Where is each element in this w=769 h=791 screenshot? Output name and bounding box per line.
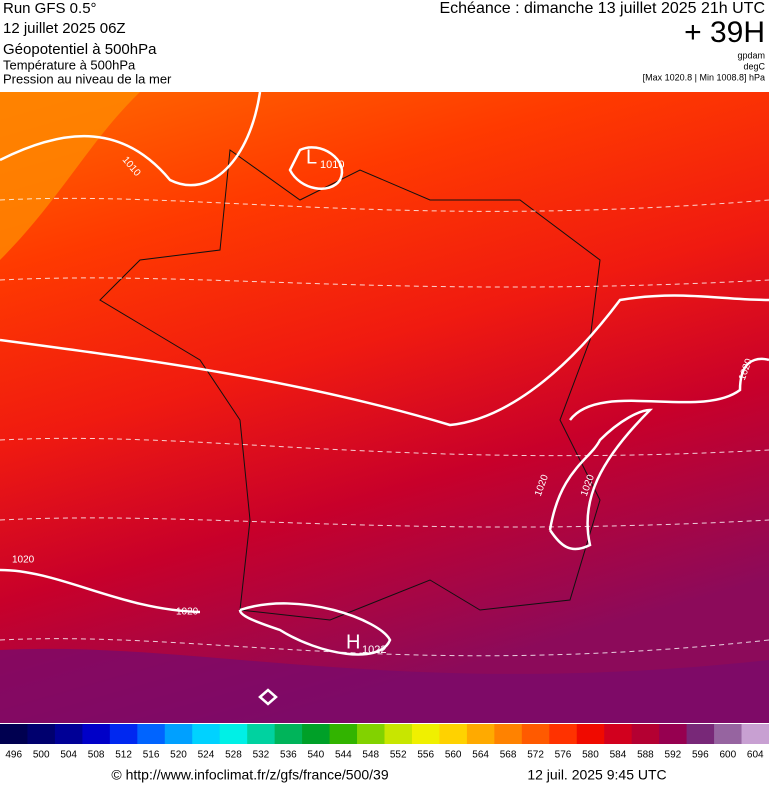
range: [Max 1020.8 | Min 1008.8] hPa — [643, 72, 765, 82]
colorbar-label: 532 — [253, 750, 270, 761]
color-swatch — [192, 724, 221, 744]
run-date: 12 juillet 2025 06Z — [3, 20, 126, 37]
colorbar-label: 552 — [390, 750, 407, 761]
colorbar-label: 540 — [307, 750, 324, 761]
colorbar-label: 604 — [747, 750, 764, 761]
colorbar-label: 508 — [88, 750, 105, 761]
color-swatch — [714, 724, 743, 744]
colorbar-label: 524 — [198, 750, 215, 761]
color-swatch — [439, 724, 468, 744]
colorbar-label: 516 — [143, 750, 160, 761]
map: L 1010 H 1022 1010 1020 1020 1020 1020 1… — [0, 91, 769, 723]
color-swatch — [604, 724, 633, 744]
colorbar-label: 512 — [115, 750, 132, 761]
colorbar-label: 568 — [500, 750, 517, 761]
color-swatch — [576, 724, 605, 744]
color-swatch — [411, 724, 440, 744]
low-letter: L — [306, 146, 317, 168]
unit: gpdam — [737, 50, 765, 60]
temperature-contours — [0, 197, 769, 657]
color-swatch — [631, 724, 660, 744]
colorbar-label: 560 — [445, 750, 462, 761]
warm-zone — [0, 92, 140, 260]
colorbar-label: 536 — [280, 750, 297, 761]
color-swatch — [164, 724, 193, 744]
color-swatch — [329, 724, 358, 744]
color-swatch — [686, 724, 715, 744]
color-swatch — [357, 724, 385, 744]
color-swatch — [247, 724, 276, 744]
color-swatch — [0, 724, 28, 744]
field: Géopotentiel à 500hPa — [3, 41, 157, 58]
color-swatch — [659, 724, 688, 744]
field: Pression au niveau de la mer — [3, 71, 172, 86]
colorbar-label: 596 — [692, 750, 709, 761]
colorbar-label: 556 — [417, 750, 434, 761]
color-swatch — [466, 724, 495, 744]
low-value: 1010 — [320, 159, 344, 171]
color-swatch — [302, 724, 331, 744]
colorbar-label: 572 — [527, 750, 544, 761]
footer-url: © http://www.infoclimat.fr/z/gfs/france/… — [111, 767, 388, 783]
color-swatch — [494, 724, 523, 744]
color-swatch — [521, 724, 550, 744]
unit: degC — [743, 61, 765, 71]
coastline — [99, 149, 601, 621]
field: Température à 500hPa — [3, 57, 136, 72]
colorbar-label: 580 — [582, 750, 599, 761]
colorbar-label: 548 — [362, 750, 379, 761]
color-swatch — [219, 724, 248, 744]
footer-date: 12 juil. 2025 9:45 UTC — [527, 767, 666, 783]
header: Run GFS 0.5° 12 juillet 2025 06Z Géopote… — [3, 0, 766, 86]
cold-zone — [0, 648, 769, 723]
valid-time: Echéance : dimanche 13 juillet 2025 21h … — [439, 0, 765, 17]
colorbar-label: 592 — [665, 750, 682, 761]
colorbar-label: 564 — [472, 750, 489, 761]
colorbar-label: 520 — [170, 750, 187, 761]
colorbar-label: 576 — [555, 750, 572, 761]
color-swatch — [109, 724, 138, 744]
isobar-label: 1020 — [12, 555, 35, 566]
color-swatch — [384, 724, 413, 744]
color-swatch — [27, 724, 56, 744]
colorbar-label: 544 — [335, 750, 352, 761]
color-swatch — [741, 724, 769, 744]
colorbar: 496 500 504 508 512 516 520 524 528 532 536 540 544 5… — [0, 724, 769, 761]
isobar-label: 1020 — [176, 607, 199, 618]
color-swatch — [137, 724, 166, 744]
colorbar-label: 504 — [60, 750, 77, 761]
color-swatch — [549, 724, 578, 744]
colorbar-label: 500 — [33, 750, 50, 761]
high-value: 1022 — [362, 644, 386, 656]
colorbar-label: 528 — [225, 750, 242, 761]
color-swatch — [82, 724, 111, 744]
color-swatch — [54, 724, 83, 744]
colorbar-label: 588 — [637, 750, 654, 761]
isobars — [0, 91, 769, 706]
lead-time: + 39H — [684, 16, 765, 49]
color-swatch — [274, 724, 303, 744]
run: Run GFS 0.5° — [3, 0, 97, 17]
colorbar-label: 584 — [610, 750, 627, 761]
high-letter: H — [346, 631, 360, 653]
colorbar-label: 600 — [719, 750, 736, 761]
colorbar-label: 496 — [5, 750, 22, 761]
